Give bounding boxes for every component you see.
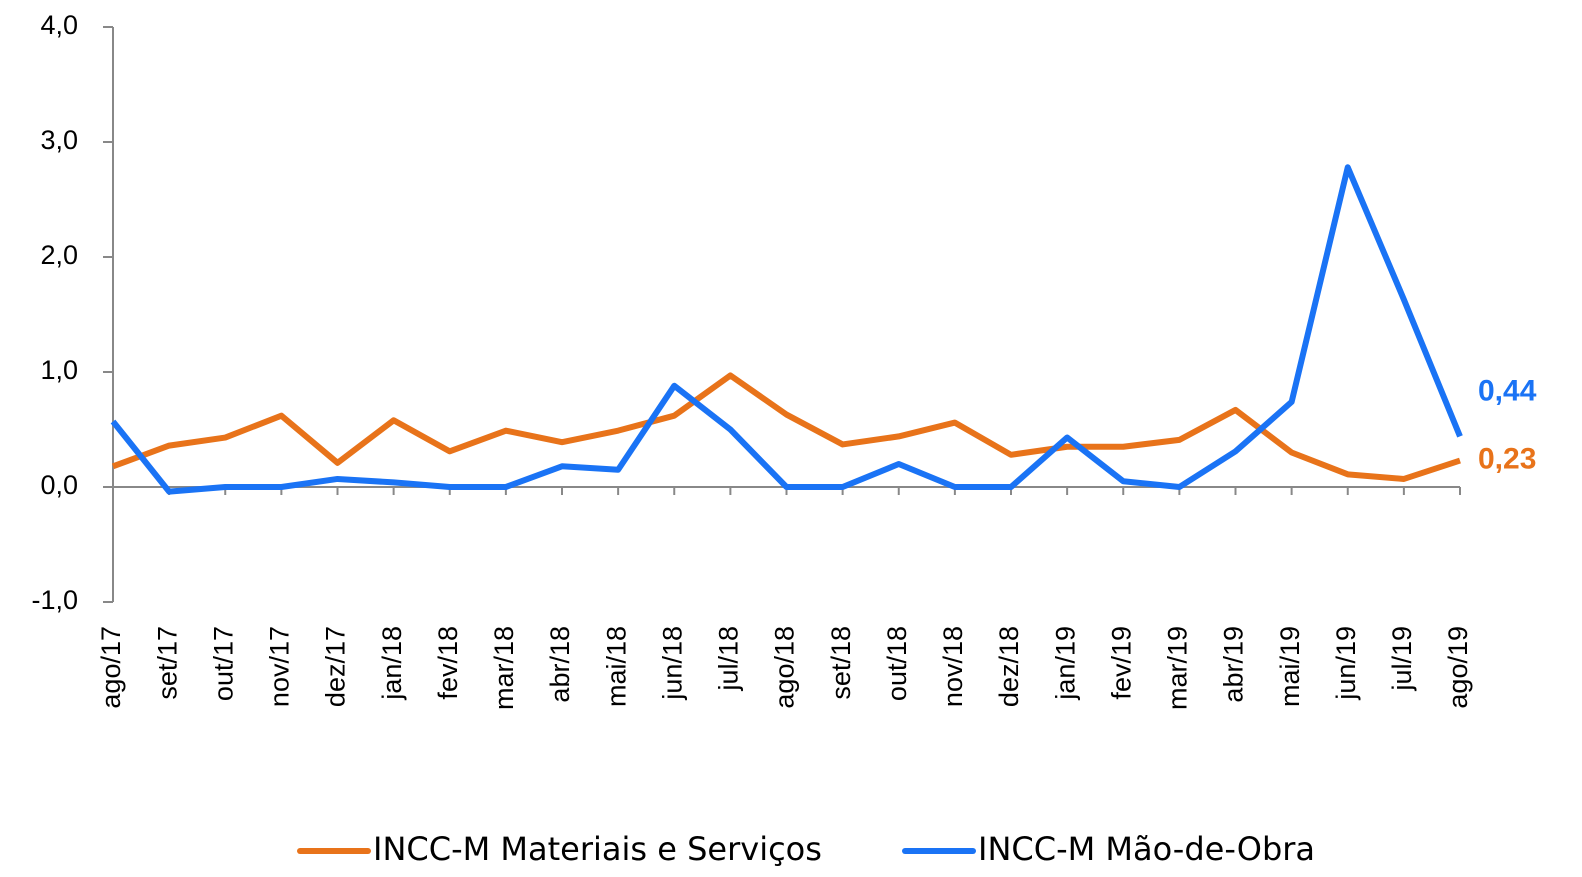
x-tick-label: jun/19	[1331, 626, 1361, 701]
x-tick-label: set/17	[152, 626, 182, 700]
x-tick-label: abr/19	[1219, 626, 1249, 703]
x-tick-label: dez/17	[321, 626, 351, 707]
value-label: 0,44	[1478, 374, 1537, 407]
x-tick-label: fev/18	[433, 626, 463, 700]
x-tick-label: dez/18	[994, 626, 1024, 707]
x-tick-label: ago/17	[96, 626, 126, 709]
x-tick-label: out/18	[882, 626, 912, 701]
y-tick-label: -1,0	[31, 585, 78, 615]
x-tick-label: jun/18	[657, 626, 687, 701]
x-tick-label: nov/18	[938, 626, 968, 707]
legend-label: INCC-M Materiais e Serviços	[373, 830, 822, 868]
y-tick-label: 4,0	[40, 10, 78, 40]
x-tick-label: mai/18	[601, 626, 631, 707]
x-tick-label: jul/19	[1387, 626, 1417, 692]
value-label: 0,23	[1478, 442, 1536, 475]
x-tick-label: jan/19	[1050, 626, 1080, 701]
y-tick-label: 3,0	[40, 125, 78, 155]
series-line	[111, 372, 1461, 482]
x-tick-label: out/17	[208, 626, 238, 701]
x-tick-label: jul/18	[714, 626, 744, 692]
x-tick-label: fev/19	[1106, 626, 1136, 700]
x-tick-label: jan/18	[377, 626, 407, 701]
y-tick-label: 0,0	[40, 470, 78, 500]
x-tick-label: mai/19	[1275, 626, 1305, 707]
x-tick-label: mar/18	[489, 626, 519, 710]
x-tick-label: set/18	[826, 626, 856, 700]
x-tick-label: abr/18	[545, 626, 575, 703]
y-tick-label: 1,0	[40, 355, 78, 385]
x-tick-label: nov/17	[265, 626, 295, 707]
legend-label: INCC-M Mão-de-Obra	[978, 830, 1315, 868]
y-tick-label: 2,0	[40, 240, 78, 270]
x-tick-label: ago/18	[770, 626, 800, 709]
x-tick-label: mar/19	[1163, 626, 1193, 710]
series-line	[110, 164, 1463, 495]
x-tick-label: ago/19	[1443, 626, 1473, 709]
